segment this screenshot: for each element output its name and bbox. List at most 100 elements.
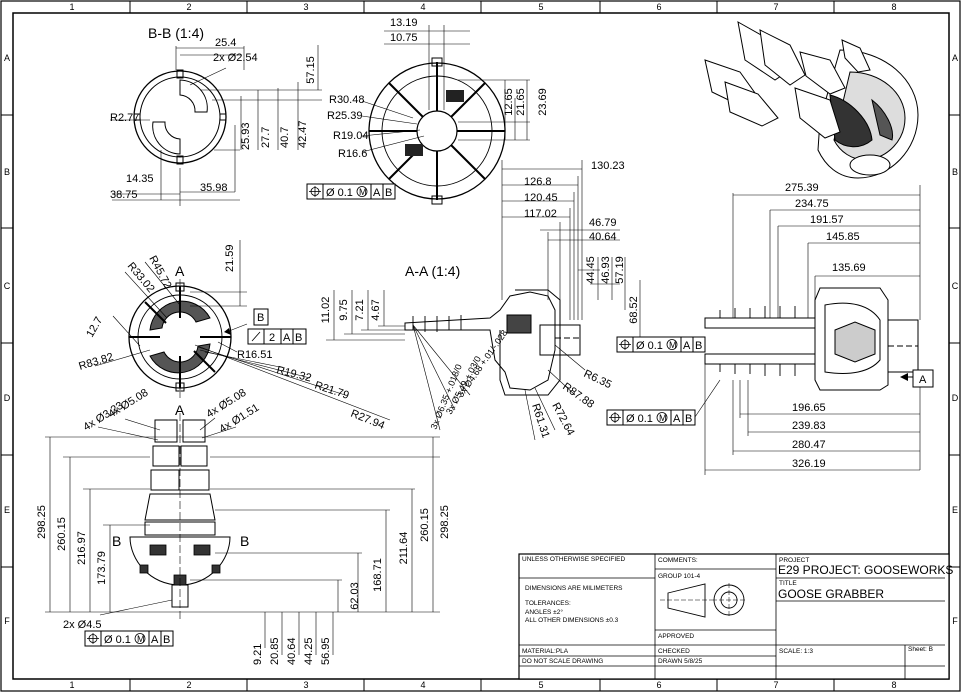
front-right-dim-0: 168.71: [372, 558, 384, 592]
end-dim-6: R19.32: [275, 364, 312, 384]
svg-text:M: M: [669, 340, 677, 350]
front-bottom-dim-3: 44.25: [303, 637, 315, 665]
front-view-section-b-left: B: [112, 533, 121, 549]
top-dim-7: 21.65: [515, 88, 527, 116]
aa-vert-dim-1: 46.93: [600, 256, 612, 284]
aa-top-dim-2: 120.45: [524, 192, 558, 204]
flatness-frame: 2 A B: [247, 328, 307, 345]
aa-top-dim-4: 46.79: [589, 217, 617, 229]
bb-dim-7: 42.47: [297, 120, 309, 148]
col-label-1-bottom: 1: [69, 680, 74, 690]
front-view-section-a: A: [175, 402, 185, 418]
row-label-c: C: [4, 281, 11, 291]
bb-dim-2: 57.15: [305, 56, 317, 84]
svg-text:A: A: [283, 332, 291, 344]
end-dim-4: R83.82: [77, 351, 114, 373]
svg-text:Ø 0.1: Ø 0.1: [626, 413, 653, 425]
row-label-b: B: [4, 167, 10, 177]
svg-text:Ø 0.1: Ø 0.1: [326, 187, 353, 199]
svg-text:Ø 0.1: Ø 0.1: [104, 634, 131, 646]
tb-angles: ANGLES ±2°: [525, 608, 563, 616]
col-label-8: 8: [891, 2, 896, 12]
end-dim-2: 21.59: [224, 244, 236, 272]
top-view-gdt-frame: Ø 0.1 M A B: [306, 183, 396, 200]
svg-text:2: 2: [269, 332, 275, 344]
tb-checked: CHECKED: [658, 648, 690, 655]
aa-top-dim-1: 126.8: [524, 176, 552, 188]
top-dim-8: 23.69: [537, 88, 549, 116]
front-bottom-dim-4: 56.95: [320, 637, 332, 665]
end-view-section-a: A: [175, 263, 185, 279]
tb-project-label: PROJECT: [779, 557, 809, 564]
front-bottom-dim-2: 40.64: [286, 637, 298, 665]
tb-do-not-scale: DO NOT SCALE DRAWING: [522, 658, 603, 665]
tb-scale: SCALE: 1:3: [779, 648, 813, 655]
aa-vert-dim-2: 57.19: [614, 256, 626, 284]
front-view-section-b-right: B: [240, 533, 249, 549]
title-block: UNLESS OTHERWISE SPECIFIED COMMENTS: PRO…: [518, 553, 953, 680]
front-left-dim-0: 298.25: [36, 505, 48, 539]
svg-text:A: A: [151, 634, 159, 646]
tb-title-label: TITLE: [779, 580, 797, 587]
section-aa-view: A-A (1:4): [320, 160, 721, 441]
aa-left-dim-0: 11.02: [320, 297, 332, 324]
col-label-4: 4: [420, 2, 425, 12]
aa-radius-1: R87.88: [560, 381, 596, 411]
bb-dim-10: 38.75: [110, 189, 138, 201]
tb-title: GOOSE GRABBER: [778, 587, 884, 601]
svg-text:B: B: [695, 340, 702, 352]
bb-dim-3: R2.77: [110, 112, 139, 124]
row-label-d-right: D: [952, 393, 959, 403]
datum-b-label: B: [257, 312, 264, 324]
side-top-dim-3: 145.85: [826, 231, 860, 243]
top-dim-0: 13.19: [390, 17, 418, 29]
aa-left-dim-1: 9.75: [338, 299, 350, 320]
grid-labels: 1 2 3 4 5 6 7 8 1 2 3 4 5 6 7 8 A B C D …: [4, 2, 959, 690]
side-top-dim-1: 234.75: [795, 198, 829, 210]
bb-dim-4: 25.93: [240, 122, 252, 150]
svg-text:M: M: [137, 634, 145, 644]
svg-text:B: B: [295, 332, 302, 344]
aa-left-dim-3: 4.67: [370, 299, 382, 320]
top-view: 13.19 10.75 R30.48 R25.39 R19.04 R16.6 1…: [306, 17, 549, 205]
col-label-5-bottom: 5: [538, 680, 543, 690]
aa-top-dim-3: 117.02: [524, 208, 557, 220]
tb-comments: COMMENTS:: [658, 557, 698, 564]
side-top-dim-0: 275.39: [785, 182, 819, 194]
top-dim-1: 10.75: [390, 32, 418, 44]
side-bottom-dim-1: 239.83: [792, 420, 826, 432]
tb-approved: APPROVED: [658, 633, 694, 640]
top-dim-3: R25.39: [327, 110, 362, 122]
front-right-dim-2: 260.15: [419, 508, 431, 542]
svg-text:Ø 0.1: Ø 0.1: [636, 340, 663, 352]
col-label-6-bottom: 6: [656, 680, 661, 690]
section-bb-view: B-B (1:4) 25.4 2x Ø2.54 57.15 R2.77 25.: [110, 25, 322, 206]
front-view: A B B 4x Ø5.08 4x Ø5.08 4x Ø3.23 4x Ø1.5…: [36, 387, 451, 665]
svg-text:B: B: [685, 413, 692, 425]
row-label-d: D: [4, 393, 11, 403]
svg-text:B: B: [163, 634, 170, 646]
front-bottom-dim-0: 9.21: [252, 644, 264, 665]
side-bottom-dim-3: 326.19: [792, 458, 826, 470]
side-view-gdt-frame: Ø 0.1 M A B: [616, 336, 706, 353]
col-label-2-bottom: 2: [186, 680, 191, 690]
col-label-1: 1: [69, 2, 74, 12]
col-label-8-bottom: 8: [891, 680, 896, 690]
front-bottom-dim-1: 20.85: [269, 637, 281, 665]
col-label-3: 3: [303, 2, 308, 12]
bb-dim-8: 14.35: [126, 173, 154, 185]
bb-dim-5: 27.7: [260, 127, 272, 148]
top-dim-6: 12.65: [503, 88, 515, 116]
side-top-dim-4: 135.69: [832, 262, 866, 274]
bb-dim-0: 25.4: [215, 37, 236, 49]
bb-dim-1: 2x Ø2.54: [213, 52, 258, 64]
col-label-2: 2: [186, 2, 191, 12]
col-label-3-bottom: 3: [303, 680, 308, 690]
tb-group: GROUP 101-4: [658, 573, 701, 580]
front-left-dim-3: 173.79: [96, 551, 108, 585]
top-view-clip-2: [405, 144, 423, 156]
aa-top-dim-5: 40.64: [589, 231, 617, 243]
aa-top-dim-0: 130.23: [591, 160, 625, 172]
bb-dim-6: 40.7: [279, 127, 291, 148]
end-dim-3: 12.7: [84, 315, 105, 340]
